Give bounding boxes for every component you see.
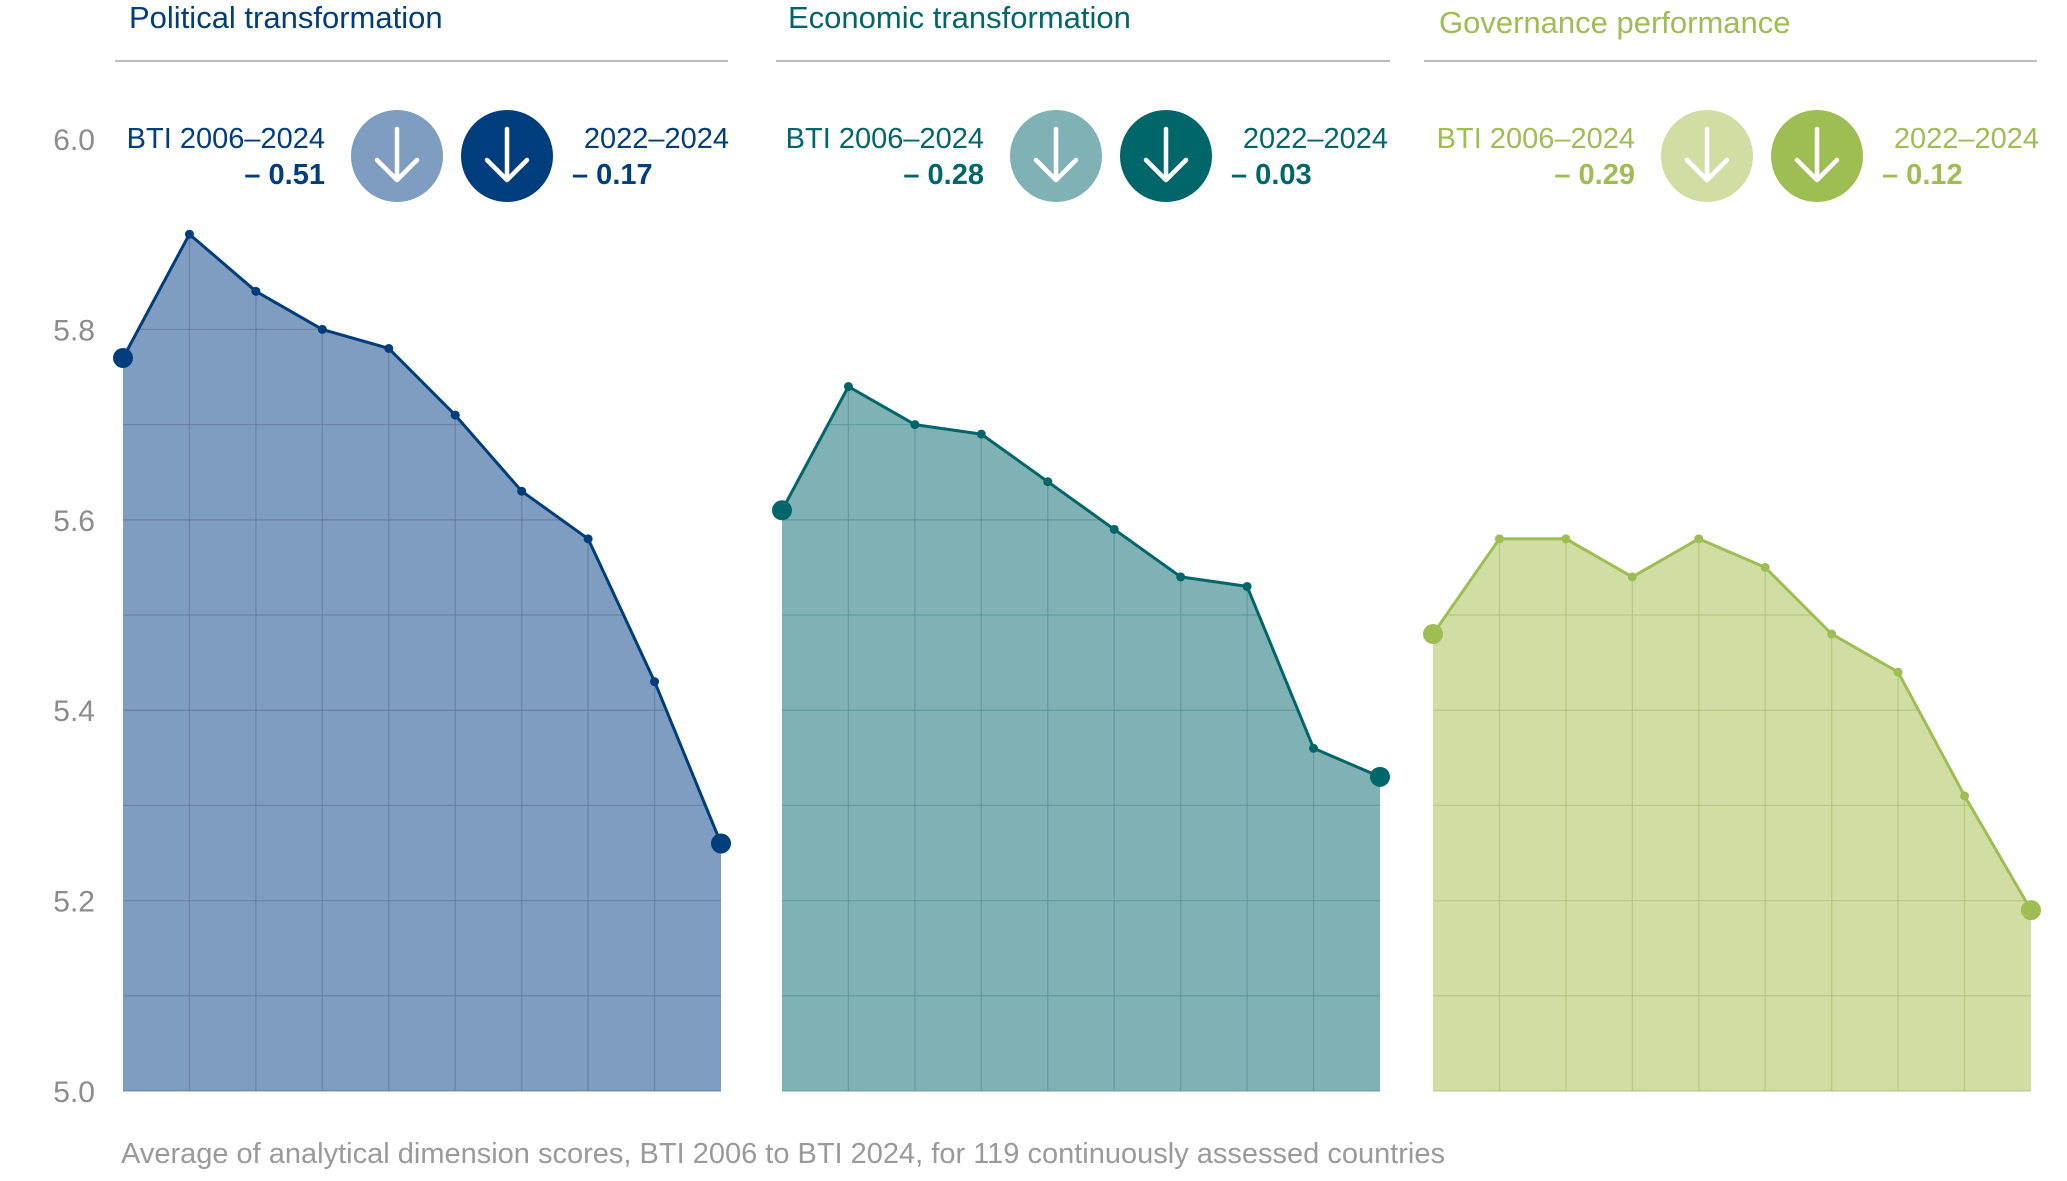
area-fill xyxy=(1433,538,2031,1091)
change-label-recent: 2022–2024 xyxy=(1894,123,2039,155)
y-tick-label: 5.2 xyxy=(53,886,95,919)
change-value-recent: – 0.12 xyxy=(1882,159,1963,191)
data-point xyxy=(910,420,920,430)
panel-title: Economic transformation xyxy=(788,0,1131,35)
data-point xyxy=(450,410,460,420)
area-fill xyxy=(123,234,721,1091)
footnote: Average of analytical dimension scores, … xyxy=(121,1138,1445,1170)
data-point xyxy=(1370,766,1390,787)
data-point xyxy=(1760,562,1770,572)
data-point xyxy=(1043,477,1053,487)
change-label-full-period: BTI 2006–2024 xyxy=(127,123,325,155)
y-tick-label: 5.6 xyxy=(53,505,95,538)
data-point xyxy=(251,286,261,296)
change-value-full-period: – 0.51 xyxy=(244,159,325,191)
arrow-down-icon xyxy=(484,126,530,183)
data-point xyxy=(184,229,194,239)
arrow-down-icon xyxy=(1684,126,1730,183)
data-point xyxy=(1109,524,1119,534)
series-line xyxy=(1431,537,2033,911)
arrow-down-icon xyxy=(1033,126,1079,183)
arrow-down-icon xyxy=(1143,126,1189,183)
data-point xyxy=(1960,791,1970,801)
data-point xyxy=(650,677,660,687)
change-label-full-period: BTI 2006–2024 xyxy=(1437,123,1635,155)
data-point xyxy=(1694,534,1704,544)
change-label-recent: 2022–2024 xyxy=(1243,123,1388,155)
change-value-full-period: – 0.28 xyxy=(903,159,984,191)
data-point xyxy=(113,347,133,368)
data-point xyxy=(583,534,593,544)
data-point xyxy=(1494,534,1504,544)
data-point xyxy=(384,343,394,353)
data-point xyxy=(711,833,731,854)
area-fill xyxy=(782,386,1380,1091)
arrow-down-icon xyxy=(1794,126,1840,183)
data-point xyxy=(317,324,327,334)
change-label-recent: 2022–2024 xyxy=(584,123,729,155)
data-point xyxy=(2021,900,2041,921)
data-point xyxy=(1827,629,1837,639)
data-point xyxy=(976,429,986,439)
data-point xyxy=(1242,581,1252,591)
data-point xyxy=(1423,624,1443,645)
series-line xyxy=(780,385,1381,779)
data-point xyxy=(1893,667,1903,677)
data-point xyxy=(1176,572,1186,582)
change-label-full-period: BTI 2006–2024 xyxy=(786,123,984,155)
data-point xyxy=(772,500,792,521)
y-tick-label: 5.8 xyxy=(53,314,95,347)
y-tick-label: 6.0 xyxy=(53,124,95,157)
data-point xyxy=(1309,743,1319,753)
data-point xyxy=(1627,572,1637,582)
arrow-down-icon xyxy=(374,126,420,183)
panel-title: Political transformation xyxy=(129,0,443,35)
change-value-recent: – 0.03 xyxy=(1231,159,1312,191)
data-point xyxy=(517,486,527,496)
data-point xyxy=(843,382,853,392)
change-value-full-period: – 0.29 xyxy=(1554,159,1635,191)
change-value-recent: – 0.17 xyxy=(572,159,653,191)
data-point xyxy=(1561,534,1571,544)
panel-title: Governance performance xyxy=(1439,5,1791,40)
series-line xyxy=(121,232,723,845)
y-tick-label: 5.0 xyxy=(53,1076,95,1109)
y-tick-label: 5.4 xyxy=(53,695,95,728)
